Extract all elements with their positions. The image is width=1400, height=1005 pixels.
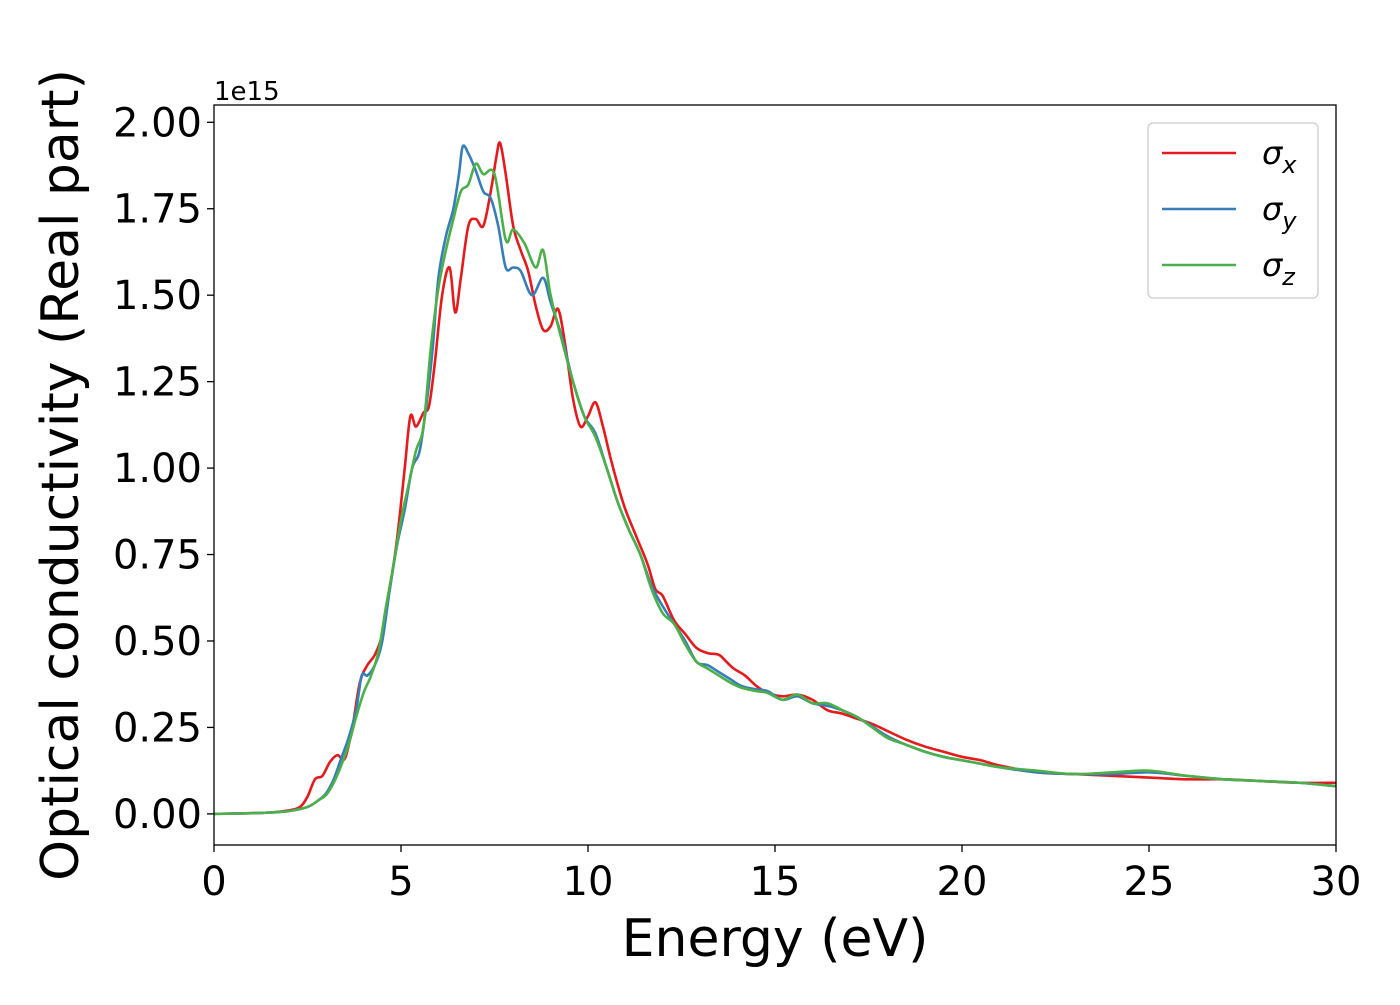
y-offset-label: 1e15 — [214, 77, 280, 107]
y-axis-label: Optical conductivity (Real part) — [31, 69, 91, 881]
legend-label-z: σz — [1262, 246, 1296, 291]
y-tick-label: 0.50 — [113, 619, 202, 665]
y-tick-label: 1.00 — [113, 446, 202, 492]
y-tick-label: 0.00 — [113, 792, 202, 838]
legend: σx σy σz — [1147, 122, 1319, 299]
y-tick-label: 1.25 — [113, 360, 202, 406]
x-tick-label: 5 — [388, 859, 413, 905]
x-axis-label: Energy (eV) — [622, 909, 929, 969]
x-tick-label: 0 — [201, 859, 226, 905]
y-tick-label: 1.75 — [113, 187, 202, 233]
legend-box — [1147, 122, 1319, 299]
y-axis-ticks: 0.00 0.25 0.50 0.75 1.00 1.25 1.50 1.75 2.00 — [113, 100, 214, 838]
y-tick-label: 2.00 — [113, 100, 202, 146]
x-tick-label: 30 — [1311, 859, 1362, 905]
y-tick-label: 1.50 — [113, 273, 202, 319]
x-tick-label: 10 — [563, 859, 614, 905]
y-tick-label: 0.75 — [113, 533, 202, 579]
series-layer — [213, 141, 1337, 816]
x-tick-label: 15 — [750, 859, 801, 905]
legend-label-y: σy — [1262, 190, 1297, 235]
x-tick-label: 25 — [1124, 859, 1175, 905]
legend-label-x: σx — [1262, 134, 1297, 179]
y-tick-label: 0.25 — [113, 705, 202, 751]
series-line-z — [213, 162, 1337, 816]
x-tick-label: 20 — [937, 859, 988, 905]
x-axis-ticks: 0 5 10 15 20 25 30 — [201, 845, 1361, 905]
